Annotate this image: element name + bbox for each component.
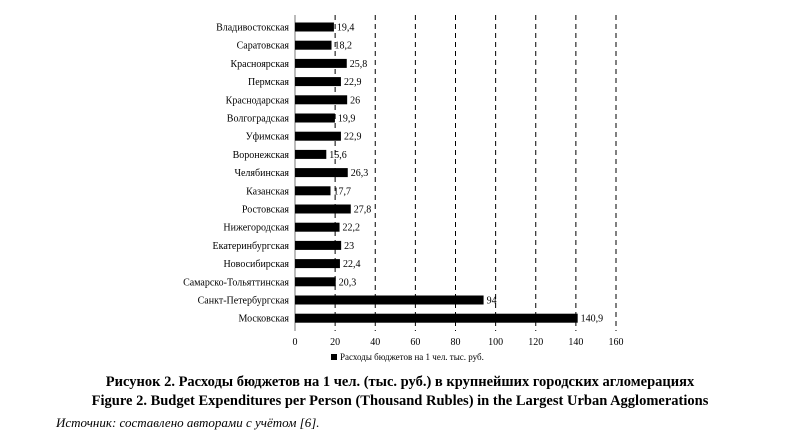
category-label: Красноярская (231, 59, 290, 70)
data-label: 26 (350, 95, 360, 106)
data-label: 25,8 (350, 59, 368, 70)
bar (295, 259, 340, 269)
legend-swatch (331, 354, 337, 360)
category-label: Челябинская (234, 168, 289, 179)
bar (295, 95, 348, 105)
x-tick-label: 60 (410, 337, 420, 348)
category-label: Воронежская (233, 150, 290, 161)
data-label: 19,9 (338, 114, 356, 125)
data-label: 22,2 (343, 223, 361, 234)
data-label: 26,3 (351, 168, 369, 179)
category-label: Краснодарская (226, 95, 290, 106)
data-label: 15,6 (329, 150, 347, 161)
data-label: 22,9 (344, 132, 362, 143)
category-label: Московская (238, 314, 289, 325)
bar (295, 222, 340, 232)
bar (295, 204, 351, 214)
bar (295, 77, 341, 87)
bar (295, 113, 335, 123)
category-label: Волгоградская (227, 114, 290, 125)
category-label: Уфимская (246, 132, 290, 143)
legend-label: Расходы бюджетов на 1 чел. тыс. руб. (340, 352, 484, 362)
bar (295, 313, 578, 323)
data-label: 94 (487, 296, 497, 307)
category-label: Санкт-Петербургская (198, 296, 290, 307)
category-label: Новосибирская (223, 259, 289, 270)
x-tick-label: 100 (488, 337, 503, 348)
figure-caption-ru: Рисунок 2. Расходы бюджетов на 1 чел. (т… (105, 374, 695, 390)
data-label: 17,7 (334, 186, 352, 197)
data-label: 20,3 (339, 277, 357, 288)
bar (295, 149, 327, 159)
bar (295, 58, 347, 68)
bar (295, 295, 484, 305)
data-label: 22,4 (343, 259, 361, 270)
category-label: Екатеринбургская (213, 241, 290, 252)
x-tick-label: 80 (451, 337, 461, 348)
x-tick-label: 40 (370, 337, 380, 348)
data-label: 22,9 (344, 77, 362, 88)
figure-caption-en: Figure 2. Budget Expenditures per Person… (91, 393, 709, 409)
category-label: Саратовская (237, 41, 290, 52)
bar (295, 186, 331, 196)
data-label: 140,9 (581, 314, 604, 325)
category-label: Пермская (248, 77, 289, 88)
category-label: Нижегородская (223, 223, 289, 234)
x-tick-label: 0 (293, 337, 298, 348)
bar (295, 40, 332, 50)
bar (295, 131, 341, 141)
data-label: 19,4 (337, 23, 355, 34)
data-label: 27,8 (354, 205, 372, 216)
data-label: 18,2 (335, 41, 353, 52)
bar (295, 22, 334, 32)
category-label: Казанская (246, 186, 289, 197)
category-label: Самарско-Тольяттинская (183, 277, 289, 288)
x-tick-label: 20 (330, 337, 340, 348)
x-tick-label: 120 (528, 337, 543, 348)
category-label: Ростовская (242, 205, 289, 216)
chart-area: Владивостокская 19,4 Саратовская 18,2 Красно… (183, 15, 624, 362)
bar (295, 277, 336, 287)
bar (295, 168, 348, 178)
x-tick-label: 140 (568, 337, 583, 348)
source-note: Источник: составлено авторами с учётом [… (56, 415, 320, 430)
data-label: 23 (344, 241, 354, 252)
bar-chart: Владивостокская 19,4 Саратовская 18,2 Красно… (183, 15, 624, 362)
category-label: Владивостокская (216, 23, 289, 34)
bar (295, 240, 342, 250)
x-tick-label: 160 (609, 337, 624, 348)
